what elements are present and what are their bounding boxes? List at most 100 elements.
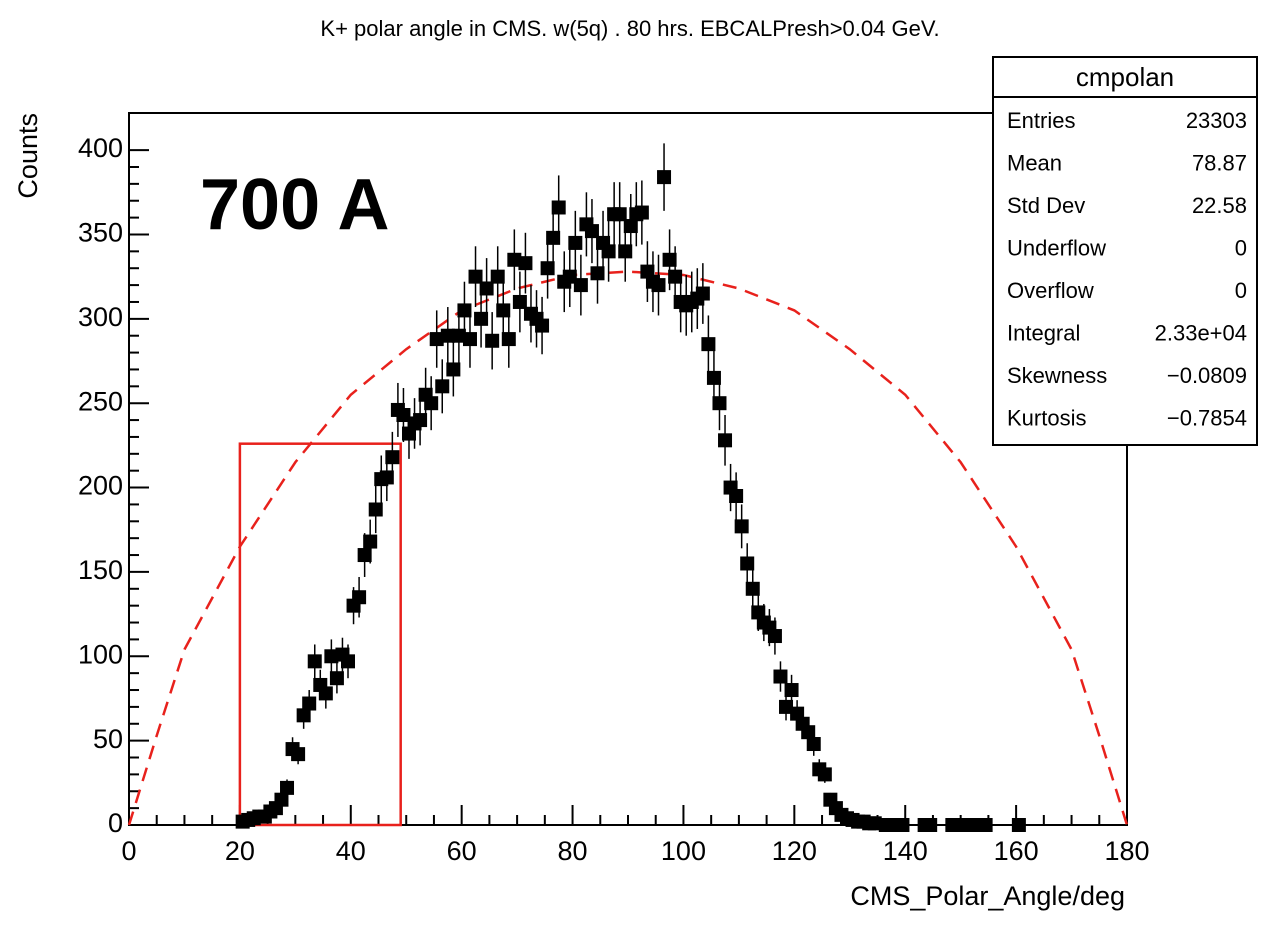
data-point — [507, 252, 522, 267]
y-tick-label: 400 — [78, 133, 123, 163]
x-tick-label: 140 — [883, 836, 928, 866]
data-point — [801, 725, 816, 740]
highlight-box — [238, 442, 402, 827]
data-point — [379, 470, 394, 485]
data-point — [307, 654, 322, 669]
x-tick-label: 160 — [994, 836, 1039, 866]
data-point — [440, 328, 455, 343]
data-point — [479, 281, 494, 296]
stats-value: 0 — [1235, 278, 1247, 303]
data-point — [435, 379, 450, 394]
stats-value: −0.0809 — [1167, 363, 1247, 388]
y-tick-label: 50 — [93, 724, 123, 754]
data-point — [1011, 818, 1026, 832]
data-point — [496, 303, 511, 318]
data-point — [651, 278, 666, 293]
data-point — [573, 278, 588, 293]
x-tick-label: 100 — [661, 836, 706, 866]
data-point — [884, 818, 899, 832]
x-tick-label: 20 — [225, 836, 255, 866]
data-point — [701, 337, 716, 352]
stats-value: −0.7854 — [1167, 406, 1247, 431]
data-point — [740, 556, 755, 571]
data-point — [584, 224, 599, 239]
data-point — [806, 737, 821, 752]
data-point — [324, 649, 339, 664]
data-point — [718, 433, 733, 448]
data-point — [623, 219, 638, 234]
y-tick-label: 200 — [78, 471, 123, 501]
data-point — [634, 205, 649, 220]
data-point — [451, 328, 466, 343]
x-axis-label: CMS_Polar_Angle/deg — [850, 881, 1125, 911]
data-point — [568, 235, 583, 250]
data-point — [978, 818, 993, 832]
data-point — [779, 699, 794, 714]
data-point — [462, 332, 477, 347]
data-point — [657, 170, 672, 185]
stats-label: Entries — [1007, 108, 1075, 133]
data-point — [302, 696, 317, 711]
data-point — [274, 792, 289, 807]
y-tick-label: 150 — [78, 555, 123, 585]
data-point — [429, 332, 444, 347]
stats-value: 78.87 — [1192, 151, 1247, 176]
y-tick-label: 100 — [78, 639, 123, 669]
data-point — [280, 780, 295, 795]
stats-label: Mean — [1007, 151, 1062, 176]
data-point — [706, 370, 721, 385]
data-point — [512, 294, 527, 309]
data-point — [712, 396, 727, 411]
data-point — [612, 207, 627, 222]
data-point — [485, 333, 500, 348]
data-point — [363, 534, 378, 549]
stats-title: cmpolan — [1076, 62, 1174, 92]
stats-label: Underflow — [1007, 236, 1106, 261]
data-point — [424, 396, 439, 411]
data-point — [618, 244, 633, 259]
x-tick-label: 180 — [1104, 836, 1149, 866]
y-tick-label: 0 — [108, 808, 123, 838]
x-tick-label: 40 — [336, 836, 366, 866]
data-point — [518, 256, 533, 271]
data-point — [923, 818, 938, 832]
stats-label: Overflow — [1007, 278, 1094, 303]
data-point — [551, 200, 566, 215]
stats-value: 0 — [1235, 236, 1247, 261]
fit-curve — [127, 270, 1129, 826]
data-point — [457, 303, 472, 318]
data-point — [784, 683, 799, 698]
data-point — [734, 519, 749, 534]
stats-label: Skewness — [1007, 363, 1107, 388]
data-point — [318, 686, 333, 701]
data-point — [468, 269, 483, 284]
data-point — [501, 332, 516, 347]
x-tick-label: 0 — [121, 836, 136, 866]
data-point — [695, 286, 710, 301]
data-point — [895, 818, 910, 832]
data-point — [745, 581, 760, 596]
data-point — [668, 269, 683, 284]
data-point — [490, 269, 505, 284]
data-point — [396, 408, 411, 423]
x-tick-label: 120 — [772, 836, 817, 866]
y-axis-label: Counts — [13, 113, 43, 199]
stats-label: Kurtosis — [1007, 406, 1086, 431]
stats-value: 22.58 — [1192, 193, 1247, 218]
data-point — [446, 362, 461, 377]
data-point — [474, 311, 489, 326]
stats-label: Std Dev — [1007, 193, 1085, 218]
chart-title: K+ polar angle in CMS. w(5q) . 80 hrs. E… — [320, 16, 939, 41]
stats-value: 23303 — [1186, 108, 1247, 133]
data-point — [535, 318, 550, 333]
data-point — [352, 590, 367, 605]
data-point — [729, 488, 744, 503]
data-point — [341, 654, 356, 669]
data-point — [601, 244, 616, 259]
data-point — [385, 450, 400, 465]
data-point — [867, 816, 882, 831]
data-point — [296, 708, 311, 723]
data-point — [413, 413, 428, 428]
data-point — [590, 266, 605, 281]
